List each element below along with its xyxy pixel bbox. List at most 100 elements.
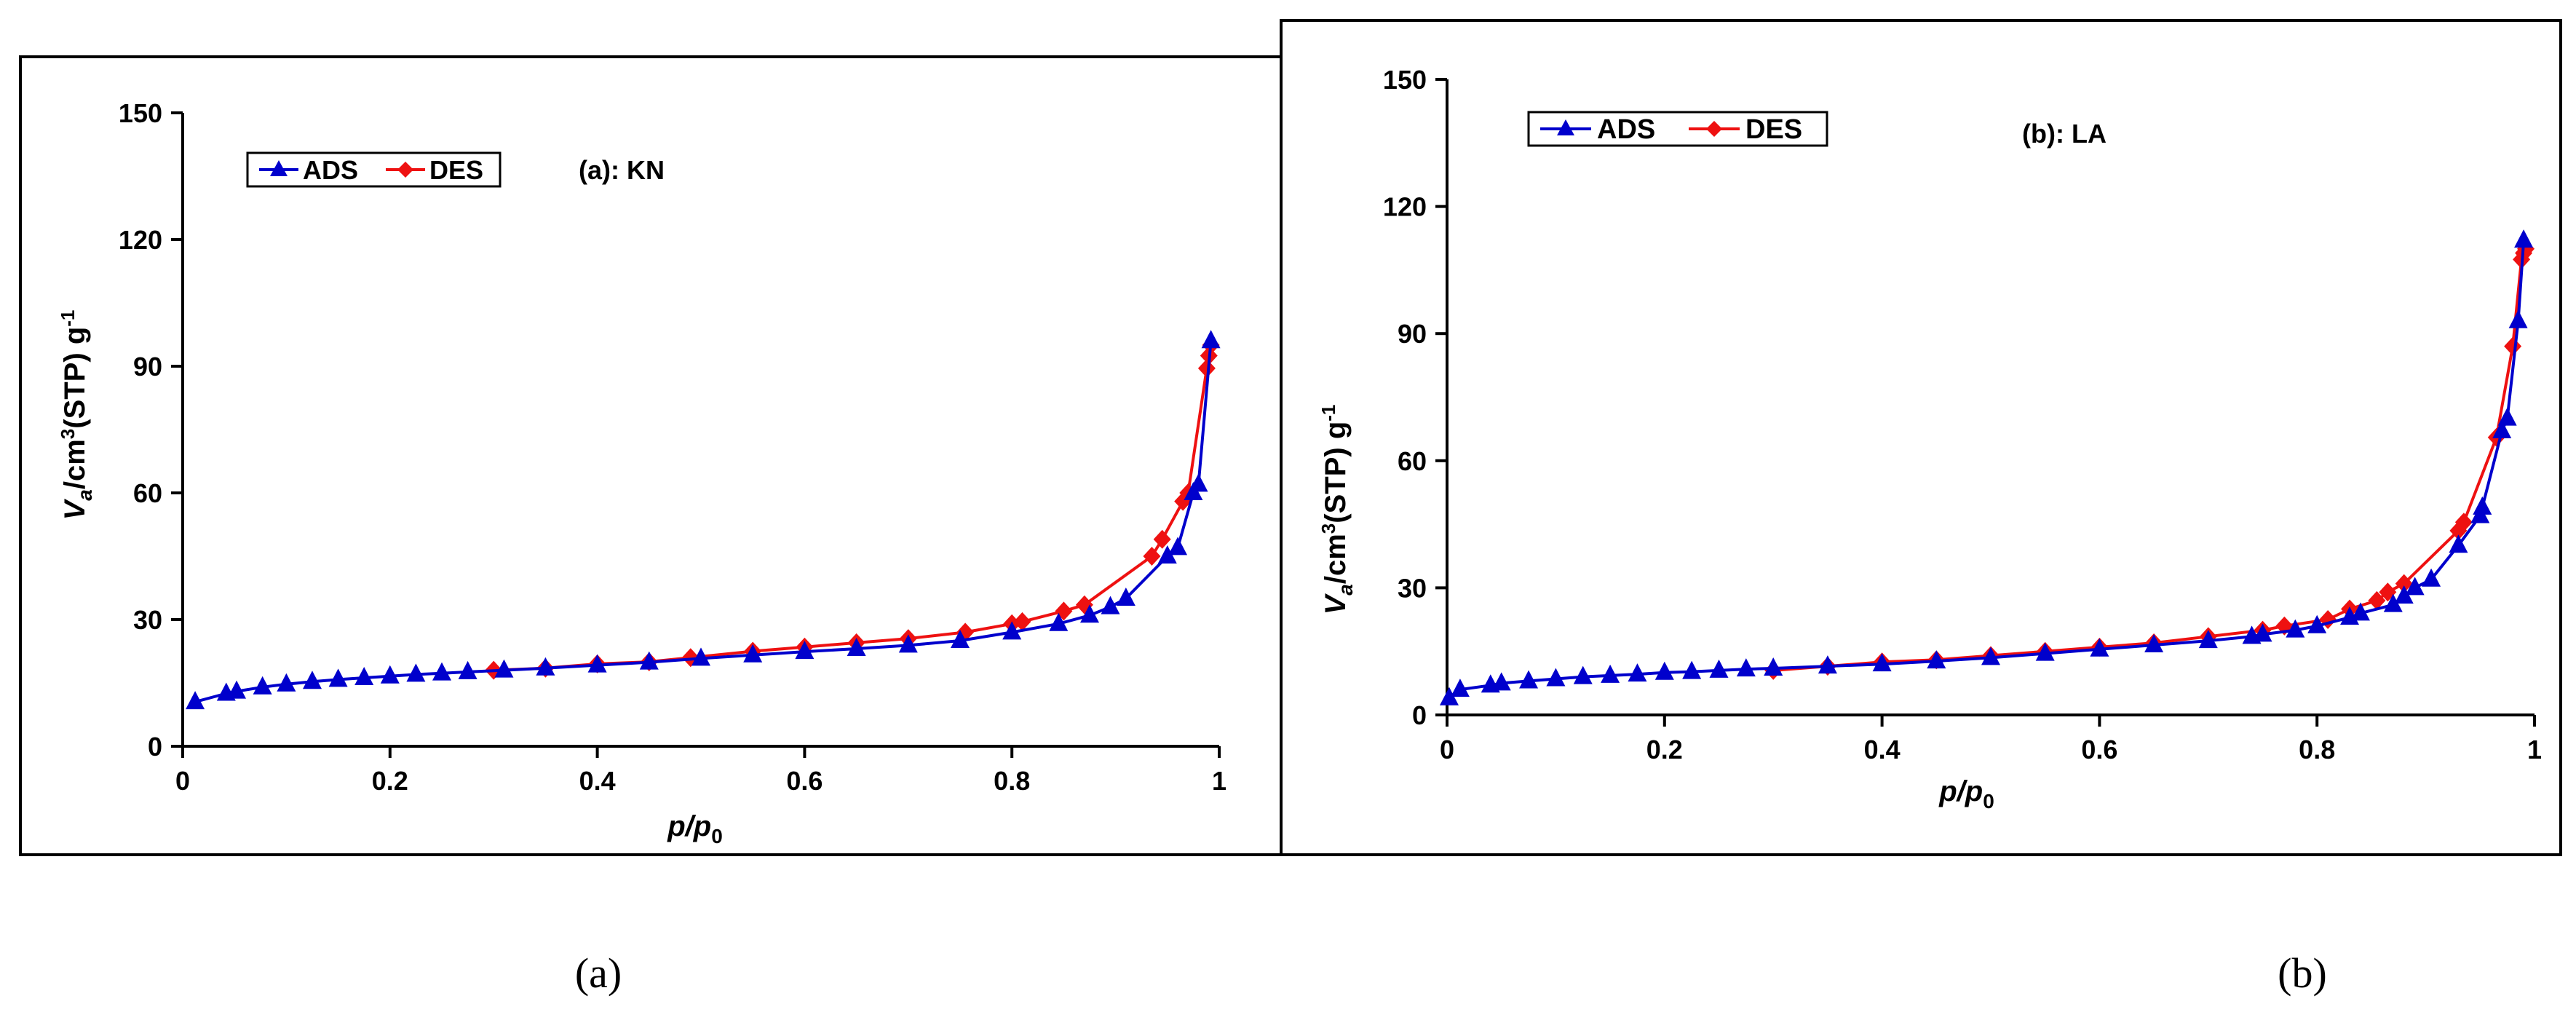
x-tick-label: 0.6: [2081, 735, 2117, 764]
y-tick-label: 30: [133, 605, 162, 635]
data-point-ads: [2350, 602, 2370, 621]
data-point-des: [2449, 521, 2468, 540]
y-tick-label: 0: [148, 732, 162, 762]
data-point-ads: [1450, 679, 1470, 697]
data-point-ads: [1872, 653, 1892, 672]
data-point-ads: [2144, 633, 2164, 652]
y-tick-label: 120: [119, 225, 162, 255]
panel-a-series: [186, 330, 1221, 710]
legend-ads-marker: [270, 160, 288, 176]
data-point-ads: [1654, 661, 1674, 680]
y-tick-label: 150: [1383, 65, 1427, 95]
data-point-ads: [406, 663, 426, 682]
data-point-ads: [639, 651, 659, 670]
data-point-ads: [2307, 614, 2327, 633]
panel-a-axes: 0 30 60 90 120 150 0 0.2 0.4 0.6 0.8 1: [119, 98, 1226, 796]
data-point-ads: [691, 647, 710, 666]
y-tick-label: 90: [1398, 319, 1427, 349]
panel-a-legend: ADS DES: [246, 151, 502, 188]
data-point-ads: [1927, 650, 1946, 669]
data-point-ads: [2383, 593, 2403, 612]
data-point-des: [1153, 529, 1171, 549]
caption-b: (b): [2278, 949, 2327, 997]
data-point-ads: [536, 657, 555, 676]
data-point-ads: [1116, 588, 1136, 606]
y-tick-label: 90: [133, 352, 162, 381]
data-point-des: [1143, 547, 1161, 566]
y-tick-label: 60: [133, 478, 162, 508]
legend-des-marker: [397, 162, 413, 178]
data-point-ads: [253, 676, 272, 695]
data-point-ads: [2405, 577, 2425, 596]
data-point-ads: [1682, 660, 1702, 679]
data-point-des: [2395, 574, 2413, 593]
y-tick-label: 0: [1412, 700, 1427, 730]
legend-ads-label: ADS: [1597, 114, 1655, 145]
y-tick-label: 150: [119, 98, 162, 128]
panel-a-kn: 0 30 60 90 120 150 0 0.2 0.4 0.6 0.8 1 ADS DES (a):…: [19, 55, 1285, 856]
data-point-ads: [1818, 655, 1837, 674]
data-point-ads: [1764, 657, 1783, 676]
legend-ads-marker: [1557, 119, 1574, 135]
data-point-ads: [2198, 630, 2218, 649]
panel-a-title: (a): KN: [579, 155, 665, 185]
legend-des-label: DES: [1745, 114, 1802, 145]
data-point-ads: [277, 673, 296, 692]
data-point-ads: [380, 665, 400, 684]
panel-a-ylabel: Va/cm3(STP) g-1: [57, 310, 96, 521]
panel-b-axes: 0 30 60 90 120 150 0 0.2 0.4 0.6 0.8 1: [1383, 65, 2542, 764]
data-point-ads: [1439, 687, 1459, 705]
data-point-ads: [587, 654, 607, 673]
data-point-ads: [1736, 658, 1756, 677]
x-tick-label: 0.2: [372, 766, 408, 796]
data-point-ads: [458, 660, 477, 679]
data-point-ads: [1049, 612, 1069, 631]
x-tick-label: 0.8: [994, 766, 1030, 796]
x-tick-label: 1: [2527, 735, 2542, 764]
legend-ads-label: ADS: [303, 155, 358, 185]
data-point-ads: [354, 667, 374, 686]
data-point-ads: [1709, 659, 1729, 678]
panel-b-ylabel: Va/cm3(STP) g-1: [1317, 405, 1357, 615]
data-point-ads: [2090, 638, 2109, 657]
y-tick-label: 120: [1383, 192, 1427, 222]
panel-a-xlabel: p/p0: [667, 810, 723, 847]
x-tick-label: 0: [1440, 735, 1454, 764]
x-tick-label: 0.2: [1646, 735, 1683, 764]
x-tick-label: 0.6: [786, 766, 823, 796]
data-point-ads: [1628, 663, 1647, 682]
data-point-ads: [1491, 672, 1511, 691]
data-point-ads: [898, 634, 918, 653]
data-point-ads: [1101, 596, 1120, 614]
data-point-ads: [2473, 496, 2492, 515]
panel-b-xlabel: p/p0: [1938, 775, 1994, 813]
data-point-ads: [951, 630, 970, 648]
data-point-ads: [2492, 420, 2512, 439]
data-point-ads: [1519, 670, 1539, 689]
data-point-ads: [2422, 568, 2441, 587]
data-point-ads: [2035, 642, 2055, 661]
data-point-ads: [2394, 585, 2414, 604]
panel-b-title: (b): LA: [2022, 119, 2107, 149]
data-point-ads: [186, 691, 205, 710]
y-tick-label: 60: [1398, 446, 1427, 476]
x-tick-label: 0.4: [579, 766, 616, 796]
data-point-ads: [2497, 407, 2517, 426]
data-point-ads: [1601, 664, 1620, 683]
data-point-ads: [1189, 473, 1208, 492]
caption-a: (a): [575, 949, 622, 997]
data-point-ads: [1573, 665, 1593, 684]
data-point-ads: [1201, 330, 1221, 349]
data-point-ads: [328, 668, 348, 687]
data-point-ads: [494, 659, 514, 678]
data-point-des: [1197, 358, 1216, 378]
x-tick-label: 0: [175, 766, 190, 796]
legend-des-marker: [1706, 121, 1722, 137]
data-point-ads: [743, 644, 763, 663]
data-point-ads: [227, 680, 247, 699]
data-point-ads: [1002, 621, 1022, 640]
data-point-ads: [1981, 647, 2000, 665]
panel-b-series: [1439, 229, 2535, 705]
data-point-ads: [432, 662, 451, 681]
